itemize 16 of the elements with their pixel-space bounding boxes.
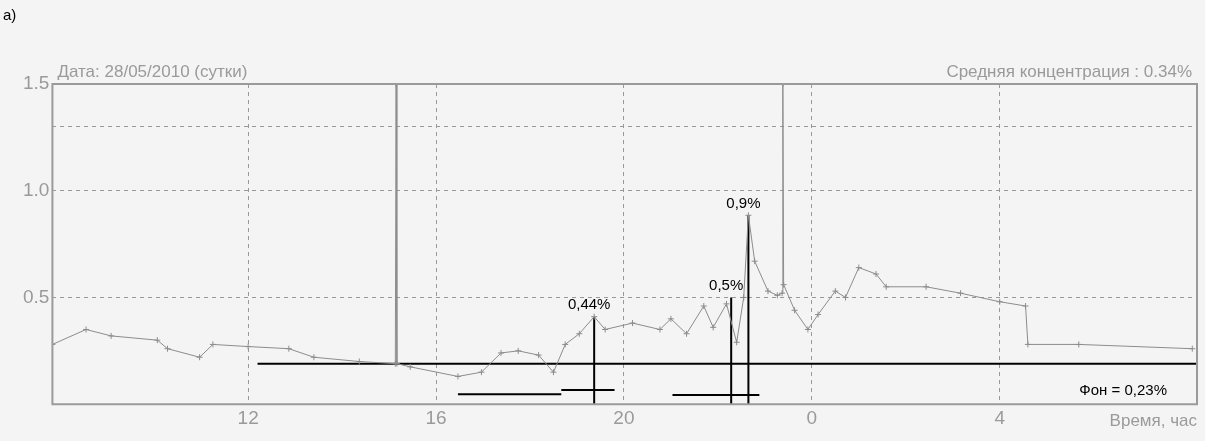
annotation: 0,44% [567,295,611,313]
text: а) [3,5,17,23]
y-tick-label: 1.0 [22,178,50,200]
x-tick-label: 16 [425,406,447,428]
chart-title: Дата: 28/05/2010 (сутки) [57,62,248,82]
annotation: Фон = 0,23% [1079,380,1167,398]
y-tick-label: 1.5 [22,72,50,94]
y-tick-label: 0.5 [22,285,50,307]
chart-subtitle: Средняя концентрация : 0.34% [946,62,1192,82]
annotation: 0,5% [709,276,744,294]
x-axis-title: Время, час [1109,411,1198,431]
x-tick-label: 0 [806,406,818,428]
x-tick-label: 20 [613,406,635,428]
x-tick-label: 4 [994,406,1006,428]
annotation: 0,9% [726,193,761,211]
x-tick-label: 12 [237,406,259,428]
